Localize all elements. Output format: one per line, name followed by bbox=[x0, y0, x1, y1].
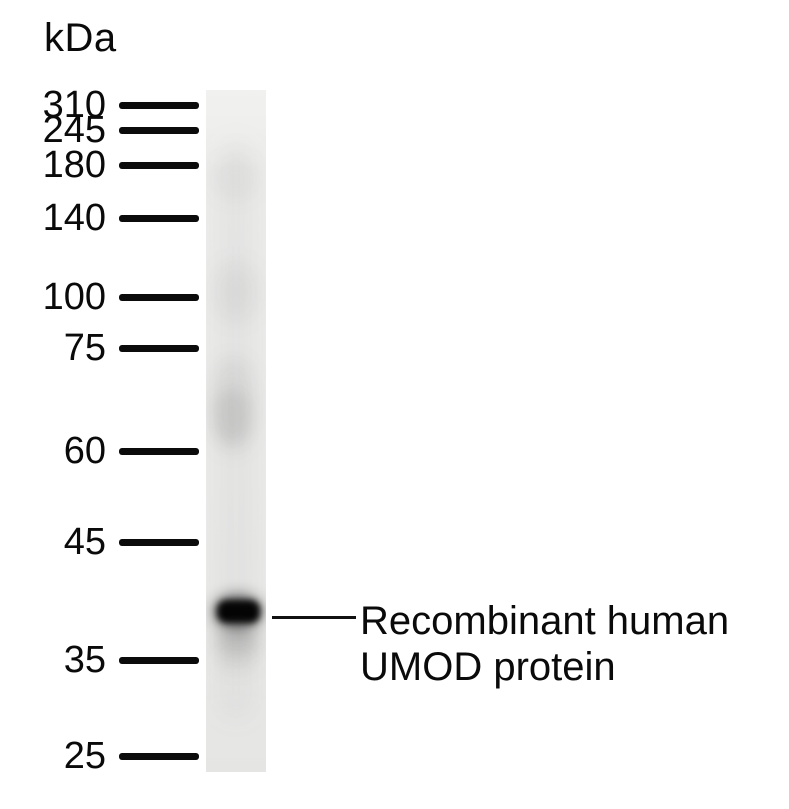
marker-weight-label: 140 bbox=[42, 197, 106, 239]
marker-weight-label: 245 bbox=[42, 109, 106, 151]
ladder-marker-245: 245 bbox=[36, 110, 199, 150]
unit-label: kDa bbox=[44, 16, 117, 60]
ladder-marker-180: 180 bbox=[36, 145, 199, 185]
faint-smear-65kda bbox=[214, 390, 250, 442]
marker-weight-label: 45 bbox=[63, 521, 106, 563]
faint-smear-70kda bbox=[211, 358, 255, 453]
marker-weight-label: 180 bbox=[42, 144, 106, 186]
ladder-marker-25: 25 bbox=[36, 736, 199, 776]
marker-weight-label: 25 bbox=[63, 735, 106, 777]
marker-dash-icon bbox=[119, 293, 199, 301]
marker-dash-icon bbox=[119, 752, 199, 760]
faint-smear-100kda bbox=[214, 262, 258, 322]
ladder-marker-60: 60 bbox=[36, 431, 199, 471]
annotation-line-1: Recombinant human bbox=[360, 599, 730, 643]
marker-dash-icon bbox=[119, 344, 199, 352]
marker-weight-label: 35 bbox=[63, 639, 106, 681]
ladder-marker-45: 45 bbox=[36, 522, 199, 562]
faint-smear-high-mw bbox=[213, 158, 257, 200]
gel-lane bbox=[206, 90, 266, 772]
marker-dash-icon bbox=[119, 161, 199, 169]
ladder-marker-140: 140 bbox=[36, 198, 199, 238]
marker-weight-label: 60 bbox=[63, 430, 106, 472]
band-pointer-line bbox=[272, 616, 356, 619]
marker-dash-icon bbox=[119, 101, 199, 109]
marker-dash-icon bbox=[119, 447, 199, 455]
marker-weight-label: 75 bbox=[63, 327, 106, 369]
ladder-marker-310: 310 bbox=[36, 85, 199, 125]
marker-dash-icon bbox=[119, 126, 199, 134]
ladder-marker-75: 75 bbox=[36, 328, 199, 368]
marker-weight-label: 100 bbox=[42, 276, 106, 318]
marker-weight-label: 310 bbox=[42, 84, 106, 126]
marker-dash-icon bbox=[119, 656, 199, 664]
protein-band-tail bbox=[215, 626, 260, 654]
annotation-line-2: UMOD protein bbox=[360, 645, 616, 689]
protein-band bbox=[217, 600, 260, 623]
protein-band-tail-faint bbox=[216, 650, 258, 672]
band-annotation: Recombinant human UMOD protein bbox=[360, 598, 729, 690]
marker-dash-icon bbox=[119, 538, 199, 546]
ladder-marker-100: 100 bbox=[36, 277, 199, 317]
marker-dash-icon bbox=[119, 214, 199, 222]
ladder-marker-35: 35 bbox=[36, 640, 199, 680]
